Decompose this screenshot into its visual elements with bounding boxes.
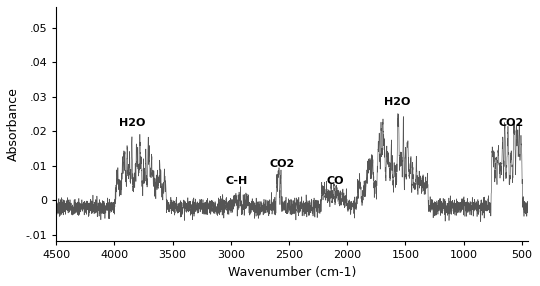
Text: CO2: CO2 xyxy=(499,118,524,128)
Text: H2O: H2O xyxy=(119,118,145,128)
Text: CO2: CO2 xyxy=(269,159,295,169)
Y-axis label: Absorbance: Absorbance xyxy=(7,87,20,161)
Text: CO: CO xyxy=(327,176,345,186)
X-axis label: Wavenumber (cm-1): Wavenumber (cm-1) xyxy=(228,266,356,279)
Text: C-H: C-H xyxy=(226,176,248,186)
Text: H2O: H2O xyxy=(384,97,410,107)
